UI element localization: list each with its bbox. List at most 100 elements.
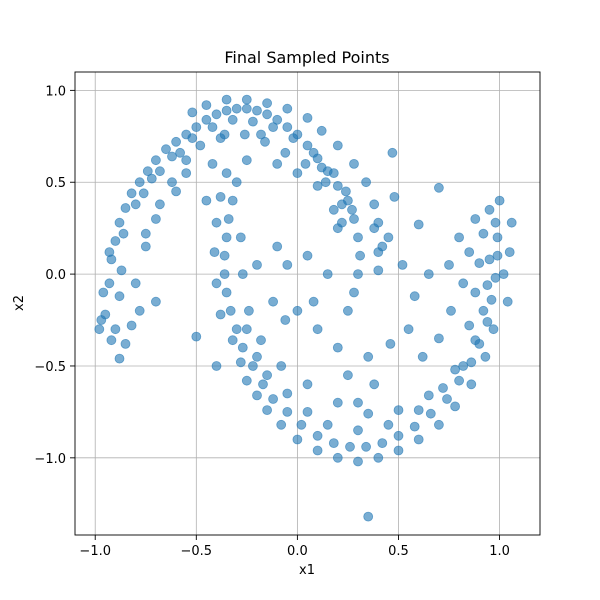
scatter-point [268,296,279,307]
scatter-point [478,305,489,316]
scatter-point [114,353,125,364]
scatter-point [438,383,448,393]
x-tick-label: −1.0 [79,544,111,559]
scatter-point [272,158,283,169]
scatter-point [486,294,497,305]
scatter-point [484,204,495,215]
scatter-point [154,166,165,177]
scatter-point [221,168,232,179]
scatter-point [389,191,400,202]
scatter-point [423,269,434,280]
scatter-point [227,195,238,206]
scatter-point [328,204,339,215]
scatter-point [252,351,262,362]
scatter-point [241,375,252,386]
scatter-point [191,122,202,132]
scatter-point [142,166,153,177]
scatter-point [211,278,222,289]
scatter-point [211,109,222,120]
scatter-point [332,452,343,463]
scatter-point [302,113,313,123]
scatter-point [336,199,347,210]
scatter-point [377,241,388,252]
scatter-point [328,168,339,179]
scatter-point [482,280,493,291]
scatter-point [349,214,359,224]
scatter-point [474,258,485,269]
scatter-point [181,155,192,166]
scatter-point [320,177,331,188]
scatter-point [241,324,252,335]
x-axis-ticks: −1.0 −0.5 0.0 0.5 1.0 [79,535,510,559]
scatter-point [130,278,141,289]
scatter-point [225,305,236,316]
scatter-point [409,291,420,302]
scatter-point [110,324,121,335]
scatter-point [219,250,230,261]
scatter-point [140,228,151,239]
scatter-point [413,434,424,445]
scatter-point [336,217,347,228]
scatter-point [308,147,319,158]
x-tick-label: 1.0 [489,544,510,559]
scatter-point [175,147,186,158]
scatter-point [94,324,105,335]
scatter-point [241,94,252,105]
scatter-point [361,441,372,452]
scatter-point [373,217,384,228]
scatter-point [413,219,424,230]
scatter-point [252,105,262,116]
y-axis-label: x2 [12,295,27,311]
scatter-point [211,361,222,371]
scatter-point [140,241,151,252]
scatter-point [464,320,475,331]
x-axis-label: x1 [299,563,315,578]
scatter-point [484,254,495,265]
scatter-point [268,394,279,404]
scatter-point [221,232,232,243]
scatter-point [312,180,323,191]
scatter-point [96,315,107,325]
scatter-point [150,155,161,166]
scatter-point [478,228,489,239]
scatter-point [126,320,137,331]
scatter-point [296,419,307,430]
scatter-point [369,199,380,210]
scatter-point [446,305,456,316]
scatter-point [466,379,477,390]
scatter-point [300,158,311,169]
scatter-point [342,305,353,316]
scatter-point [342,370,353,381]
scatter-point [403,324,414,335]
scatter-point [502,296,513,307]
y-tick-label: −0.5 [34,360,66,375]
scatter-point [466,357,477,368]
scatter-point [470,287,481,298]
scatter-point [231,103,242,114]
scatter-point [167,177,177,188]
scatter-point [373,452,384,463]
scatter-point [201,195,212,206]
scatter-point [288,133,299,144]
scatter-point [353,397,363,408]
scatter-point [201,100,212,110]
scatter-point [231,324,242,335]
scatter-point [385,338,396,349]
scatter-point [126,188,137,199]
scatter-point [241,155,252,166]
scatter-point [130,199,141,210]
scatter-point [187,133,198,144]
scatter-point [201,114,212,125]
scatter-point [490,272,501,283]
scatter-point [262,109,273,120]
scatter-point [312,445,323,456]
scatter-point [349,158,359,169]
scatter-point [171,186,182,197]
scatter-point [262,98,273,109]
scatter-point [282,103,293,114]
scatter-point [373,265,384,276]
scatter-point [167,151,177,162]
scatter-point [328,438,339,449]
scatter-point [393,405,404,416]
scatter-point [134,305,145,316]
